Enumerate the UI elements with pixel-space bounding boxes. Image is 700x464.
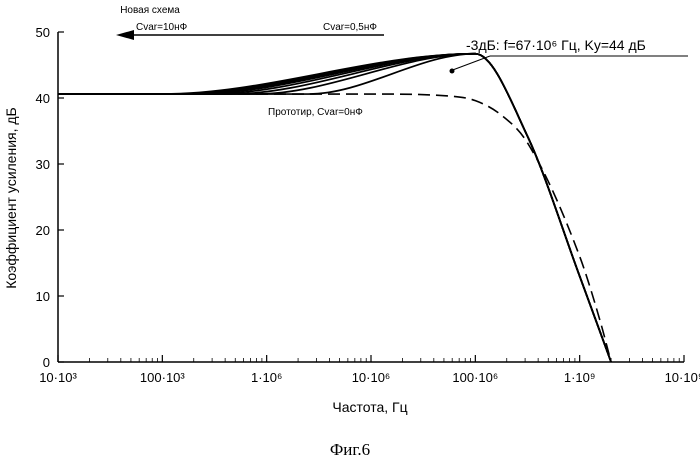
y-tick-label: 10: [36, 289, 50, 304]
annotation-arrow-head: [116, 30, 134, 40]
series-line-new-scheme-1: [58, 52, 612, 363]
series-line-new-scheme-6: [58, 52, 612, 363]
y-axis-title: Коэффициент усиления, дБ: [3, 107, 19, 289]
x-tick-label: 10·10⁶: [352, 370, 391, 385]
series-line-new-scheme-5: [58, 52, 612, 363]
x-tick-label: 100·10⁶: [452, 370, 498, 385]
series-line-prototype: [58, 93, 612, 363]
series-line-new-scheme-7: [58, 52, 612, 363]
annotation-new-scheme: Новая схема: [120, 5, 180, 16]
series-line-new-scheme-3: [58, 52, 612, 363]
x-tick-label: 10·10³: [39, 370, 77, 385]
x-tick-label: 1·10⁶: [251, 370, 282, 385]
annotation-3db-point: [449, 68, 455, 74]
annotation-cvar-min: Cvar=0,5нФ: [323, 22, 377, 33]
y-tick-label: 20: [36, 223, 50, 238]
x-tick-label: 10·10⁹: [665, 370, 700, 385]
x-ticks: 10·10³ 100·10³ 1·10⁶ 10·10⁶ 100·10⁶ 1·10⁹ 10·1…: [39, 355, 700, 385]
annotation-prototype: Прототир, Cvar=0нФ: [268, 107, 363, 118]
annotation-3db-leader: [449, 55, 491, 72]
series-line-new-scheme-2: [58, 52, 612, 363]
y-tick-label: 50: [36, 25, 50, 40]
y-ticks: 0 10 20 30 40 50: [36, 25, 64, 370]
y-tick-label: 0: [43, 355, 50, 370]
x-tick-label: 100·10³: [140, 370, 185, 385]
figure-caption: Фиг.6: [330, 440, 370, 459]
series-line-new-scheme-4: [58, 52, 612, 363]
series-line-new-scheme-8: [58, 52, 612, 363]
y-tick-label: 30: [36, 157, 50, 172]
x-tick-label: 1·10⁹: [564, 370, 596, 385]
annotation-cvar-max: Cvar=10нФ: [136, 22, 188, 33]
annotation-3db: -3дБ: f=67·10⁶ Гц, Kу=44 дБ: [466, 37, 646, 53]
chart-curves: [58, 52, 612, 363]
y-tick-label: 40: [36, 91, 50, 106]
x-axis-title: Частота, Гц: [332, 399, 407, 415]
